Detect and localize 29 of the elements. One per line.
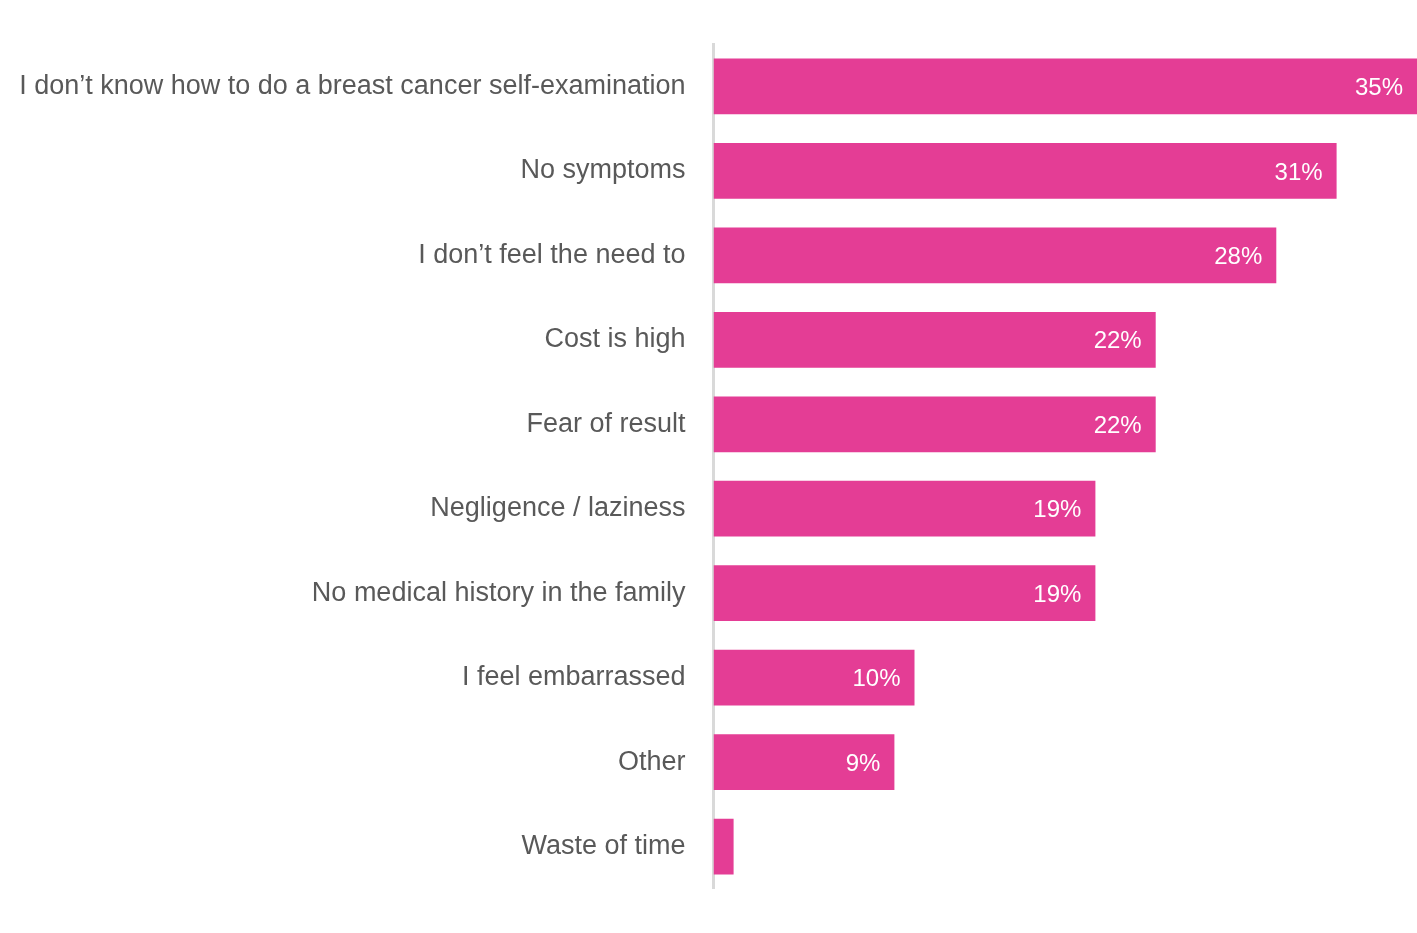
data-label: 28% — [1214, 241, 1263, 269]
bar — [713, 480, 1096, 537]
bar — [713, 396, 1156, 453]
y-tick-label: I don’t know how to do a breast cancer self-examination — [19, 69, 686, 100]
data-label: 31% — [1274, 157, 1323, 185]
bar — [713, 311, 1156, 368]
y-tick-label: I feel embarrassed — [461, 661, 686, 692]
bar — [713, 143, 1337, 199]
data-label: 35% — [1354, 73, 1403, 101]
y-tick-label: Waste of time — [521, 830, 686, 861]
bar — [713, 565, 1096, 622]
bar — [713, 734, 895, 790]
y-tick-label: No symptoms — [520, 154, 686, 185]
y-tick-label: Cost is high — [544, 323, 686, 354]
y-tick-label: Fear of result — [526, 407, 686, 438]
bar — [713, 227, 1277, 284]
y-tick-label: No medical history in the family — [311, 576, 686, 607]
y-tick-label: I don’t feel the need to — [418, 238, 686, 269]
bar — [713, 58, 1417, 115]
data-label: 19% — [1033, 495, 1082, 523]
data-label: 22% — [1093, 326, 1142, 354]
data-label: 9% — [845, 748, 881, 776]
bar — [713, 649, 915, 706]
data-label: 10% — [852, 664, 901, 692]
data-label: 19% — [1033, 579, 1082, 607]
data-label: 22% — [1093, 410, 1142, 438]
bar — [713, 818, 734, 875]
y-tick-label: Negligence / laziness — [430, 492, 686, 523]
y-tick-label: Other — [617, 745, 686, 776]
